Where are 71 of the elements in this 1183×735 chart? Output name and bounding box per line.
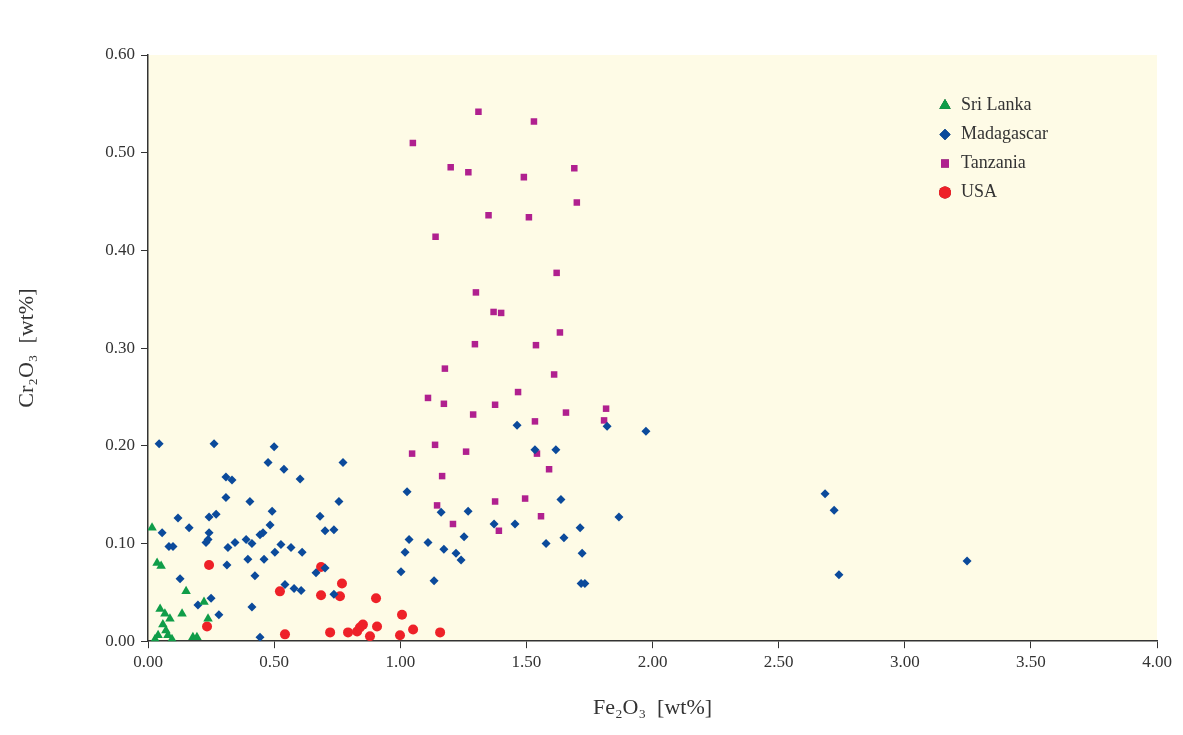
point [573,199,581,206]
x-tick-label: 0.50 [259,651,289,671]
point [148,522,157,531]
point [433,502,441,509]
point [371,593,382,604]
point [600,417,608,424]
point [472,289,480,296]
point [199,596,209,605]
point [602,405,610,412]
point [181,585,191,595]
point [160,608,170,617]
point [485,211,492,219]
x-tick-label: 2.50 [763,651,794,671]
x-axis-title: Fe₂O₃ [wt%] [592,693,713,719]
legend-label: Sri Lanka [961,94,1032,115]
point [462,448,470,455]
point [447,164,454,171]
point [279,629,290,640]
point [469,411,477,418]
point [156,560,166,569]
point [397,609,408,620]
y-tick-label: 0.20 [105,435,135,455]
x-tick-label: 0.00 [133,651,163,671]
y-tick-label: 0.10 [105,532,135,552]
point [475,108,482,115]
point [325,627,336,638]
point [530,118,538,125]
legend-label: USA [961,181,998,202]
point [165,613,175,622]
point [364,631,375,642]
point [343,627,354,638]
point [372,621,383,632]
point [395,630,405,641]
x-tick-label: 1.50 [511,651,542,671]
y-tick-label: 0.50 [105,142,135,162]
y-tick-label: 0.40 [105,239,135,259]
point [562,409,570,416]
point [177,608,187,617]
y-tick-label: 0.00 [105,630,135,650]
x-tick-label: 3.50 [1016,651,1046,671]
legend-label: Tanzania [961,152,1026,173]
point [316,590,327,601]
y-tick-label: 0.60 [105,44,135,64]
point [465,168,472,176]
point [274,586,285,597]
x-tick-label: 3.00 [889,651,920,671]
y-axis-title: Cr₂O₃ [wt%] [12,288,38,408]
point [408,450,416,457]
point [521,495,529,502]
point [161,624,171,634]
point [408,624,419,635]
point [553,269,560,277]
point [432,233,439,240]
point [556,329,564,336]
point [571,165,578,172]
y-tick-label: 0.30 [105,337,135,357]
point [550,371,558,378]
point [491,498,499,505]
point [204,559,215,570]
point [336,578,347,589]
x-tick-label: 1.00 [385,651,416,671]
legend-label: Madagascar [961,123,1048,144]
point [545,466,553,473]
point [490,308,497,316]
point [435,627,446,638]
x-tick-label: 4.00 [1142,651,1172,671]
point [155,603,165,612]
point [441,365,449,372]
x-tick-label: 2.00 [637,651,668,671]
point [531,418,539,425]
point [202,621,213,632]
